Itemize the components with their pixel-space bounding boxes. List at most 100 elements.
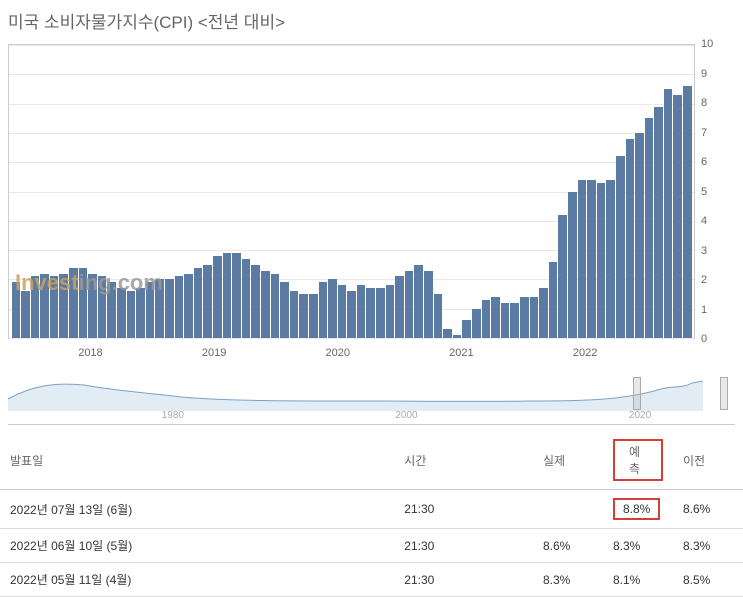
bar[interactable] bbox=[626, 139, 635, 338]
bar[interactable] bbox=[645, 118, 654, 338]
cell-prev: 8.6% bbox=[673, 490, 743, 529]
bar[interactable] bbox=[203, 265, 212, 338]
bar[interactable] bbox=[673, 95, 682, 338]
bar[interactable] bbox=[558, 215, 567, 338]
bar[interactable] bbox=[127, 291, 136, 338]
bar[interactable] bbox=[328, 279, 337, 338]
table-row[interactable]: 2022년 06월 10일 (5월)21:308.6%8.3%8.3% bbox=[0, 529, 743, 563]
table-row[interactable]: 2022년 07월 13일 (6월)21:308.8%8.6% bbox=[0, 490, 743, 529]
cpi-bar-chart[interactable]: Investing.com 012345678910 2018201920202… bbox=[8, 39, 735, 369]
bar[interactable] bbox=[414, 265, 423, 338]
bar[interactable] bbox=[347, 291, 356, 338]
bar[interactable] bbox=[472, 309, 481, 338]
bar[interactable] bbox=[319, 282, 328, 338]
bar[interactable] bbox=[405, 271, 414, 338]
bar[interactable] bbox=[520, 297, 529, 338]
chart-plot: Investing.com bbox=[8, 44, 695, 339]
range-handle-left[interactable] bbox=[633, 377, 641, 410]
bar[interactable] bbox=[434, 294, 443, 338]
col-header-actual[interactable]: 실제 bbox=[533, 431, 603, 490]
cell-date: 2022년 07월 13일 (6월) bbox=[0, 490, 394, 529]
bar[interactable] bbox=[386, 285, 395, 338]
bar[interactable] bbox=[635, 133, 644, 338]
col-header-prev[interactable]: 이전 bbox=[673, 431, 743, 490]
bar[interactable] bbox=[578, 180, 587, 338]
bar[interactable] bbox=[232, 253, 241, 338]
bar[interactable] bbox=[491, 297, 500, 338]
bar[interactable] bbox=[616, 156, 625, 338]
cell-prev: 8.3% bbox=[673, 529, 743, 563]
cell-actual: 8.6% bbox=[533, 529, 603, 563]
bar[interactable] bbox=[568, 192, 577, 339]
bar[interactable] bbox=[194, 268, 203, 338]
bar[interactable] bbox=[59, 274, 68, 338]
y-tick-label: 4 bbox=[701, 215, 707, 227]
bar[interactable] bbox=[357, 285, 366, 338]
range-selector[interactable]: 198020002020 bbox=[8, 377, 735, 425]
bar[interactable] bbox=[79, 268, 88, 338]
cell-date: 2022년 05월 11일 (4월) bbox=[0, 563, 394, 597]
bar[interactable] bbox=[271, 274, 280, 338]
bar[interactable] bbox=[510, 303, 519, 338]
bar[interactable] bbox=[242, 259, 251, 338]
bar[interactable] bbox=[50, 276, 59, 338]
x-tick-label: 2020 bbox=[326, 347, 350, 359]
col-header-time[interactable]: 시간 bbox=[394, 431, 533, 490]
bar[interactable] bbox=[280, 282, 289, 338]
bar[interactable] bbox=[175, 276, 184, 338]
bar[interactable] bbox=[184, 274, 193, 338]
cell-time: 21:30 bbox=[394, 529, 533, 563]
bar[interactable] bbox=[587, 180, 596, 338]
bar[interactable] bbox=[606, 180, 615, 338]
x-tick-label: 2022 bbox=[573, 347, 597, 359]
bar[interactable] bbox=[136, 288, 145, 338]
table-row[interactable]: 2022년 05월 11일 (4월)21:308.3%8.1%8.5% bbox=[0, 563, 743, 597]
bar[interactable] bbox=[501, 303, 510, 338]
bar[interactable] bbox=[12, 282, 21, 338]
col-header-date[interactable]: 발표일 bbox=[0, 431, 394, 490]
bar[interactable] bbox=[539, 288, 548, 338]
bar[interactable] bbox=[146, 282, 155, 338]
bar[interactable] bbox=[443, 329, 452, 338]
bar[interactable] bbox=[21, 291, 30, 338]
cell-forecast: 8.8% bbox=[603, 490, 673, 529]
bar[interactable] bbox=[597, 183, 606, 338]
bar[interactable] bbox=[251, 265, 260, 338]
bar[interactable] bbox=[309, 294, 318, 338]
bar[interactable] bbox=[107, 282, 116, 338]
range-handle-right[interactable] bbox=[720, 377, 728, 410]
bar[interactable] bbox=[462, 320, 471, 338]
y-tick-label: 6 bbox=[701, 156, 707, 168]
bar[interactable] bbox=[155, 279, 164, 338]
bar[interactable] bbox=[424, 271, 433, 338]
bar[interactable] bbox=[290, 291, 299, 338]
col-header-forecast[interactable]: 예측 bbox=[603, 431, 673, 490]
bar[interactable] bbox=[88, 274, 97, 338]
bar[interactable] bbox=[98, 276, 107, 338]
mini-tick-label: 1980 bbox=[162, 410, 184, 421]
bar[interactable] bbox=[40, 274, 49, 338]
bar[interactable] bbox=[31, 276, 40, 338]
bar[interactable] bbox=[165, 279, 174, 338]
chart-y-axis: 012345678910 bbox=[697, 44, 735, 339]
bar[interactable] bbox=[117, 288, 126, 338]
bar[interactable] bbox=[223, 253, 232, 338]
cell-date: 2022년 06월 10일 (5월) bbox=[0, 529, 394, 563]
mini-line bbox=[8, 377, 703, 411]
bar[interactable] bbox=[299, 294, 308, 338]
bar[interactable] bbox=[549, 262, 558, 338]
bar[interactable] bbox=[654, 107, 663, 338]
bar[interactable] bbox=[213, 256, 222, 338]
y-tick-label: 7 bbox=[701, 127, 707, 139]
bar[interactable] bbox=[664, 89, 673, 338]
bar[interactable] bbox=[482, 300, 491, 338]
bar[interactable] bbox=[69, 268, 78, 338]
bar[interactable] bbox=[453, 335, 462, 338]
bar[interactable] bbox=[338, 285, 347, 338]
bar[interactable] bbox=[261, 271, 270, 338]
bar[interactable] bbox=[683, 86, 692, 338]
bar[interactable] bbox=[530, 297, 539, 338]
bar[interactable] bbox=[376, 288, 385, 338]
bar[interactable] bbox=[366, 288, 375, 338]
bar[interactable] bbox=[395, 276, 404, 338]
